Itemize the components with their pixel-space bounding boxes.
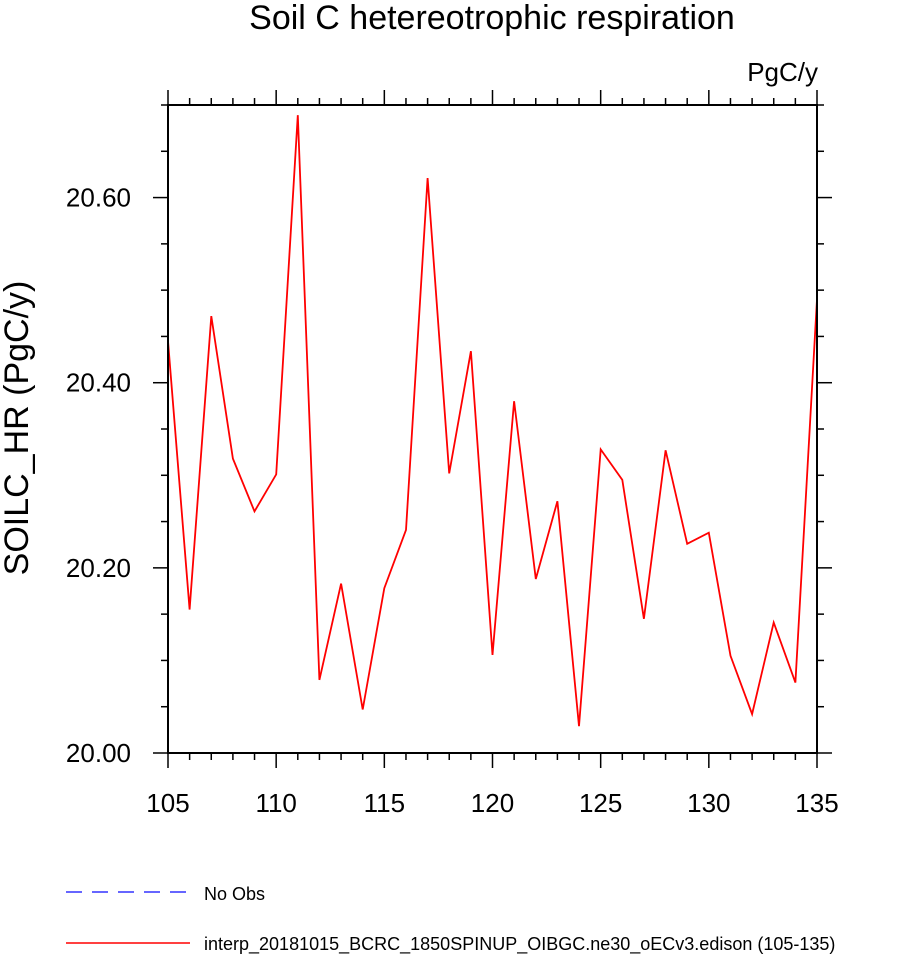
x-tick-label: 120 bbox=[471, 788, 514, 818]
legend-label-model: interp_20181015_BCRC_1850SPINUP_OIBGC.ne… bbox=[204, 934, 835, 955]
x-tick-label: 110 bbox=[255, 788, 296, 818]
tick-labels: 105 110 115 120 125 130 135 20.00 20.20 20.40 20.6… bbox=[66, 183, 839, 818]
axis-ticks bbox=[153, 90, 832, 768]
units-label: PgC/y bbox=[747, 57, 818, 87]
x-tick-label: 135 bbox=[795, 788, 838, 818]
x-tick-label: 115 bbox=[364, 788, 405, 818]
y-tick-label: 20.00 bbox=[66, 738, 131, 768]
legend-label-no-obs: No Obs bbox=[204, 884, 265, 904]
y-tick-label: 20.20 bbox=[66, 553, 131, 583]
series-line bbox=[167, 115, 818, 727]
plot-frame bbox=[167, 104, 818, 754]
x-tick-label: 125 bbox=[579, 788, 622, 818]
plot-lines bbox=[167, 115, 818, 727]
y-tick-label: 20.60 bbox=[66, 183, 131, 213]
y-axis-label: SOILC_HR (PgC/y) bbox=[0, 281, 36, 576]
x-tick-label: 105 bbox=[146, 788, 189, 818]
y-tick-label: 20.40 bbox=[66, 368, 131, 398]
chart-title: Soil C hetereotrophic respiration bbox=[249, 0, 735, 37]
legend: No Obs interp_20181015_BCRC_1850SPINUP_O… bbox=[66, 884, 835, 955]
x-tick-label: 130 bbox=[687, 788, 730, 818]
